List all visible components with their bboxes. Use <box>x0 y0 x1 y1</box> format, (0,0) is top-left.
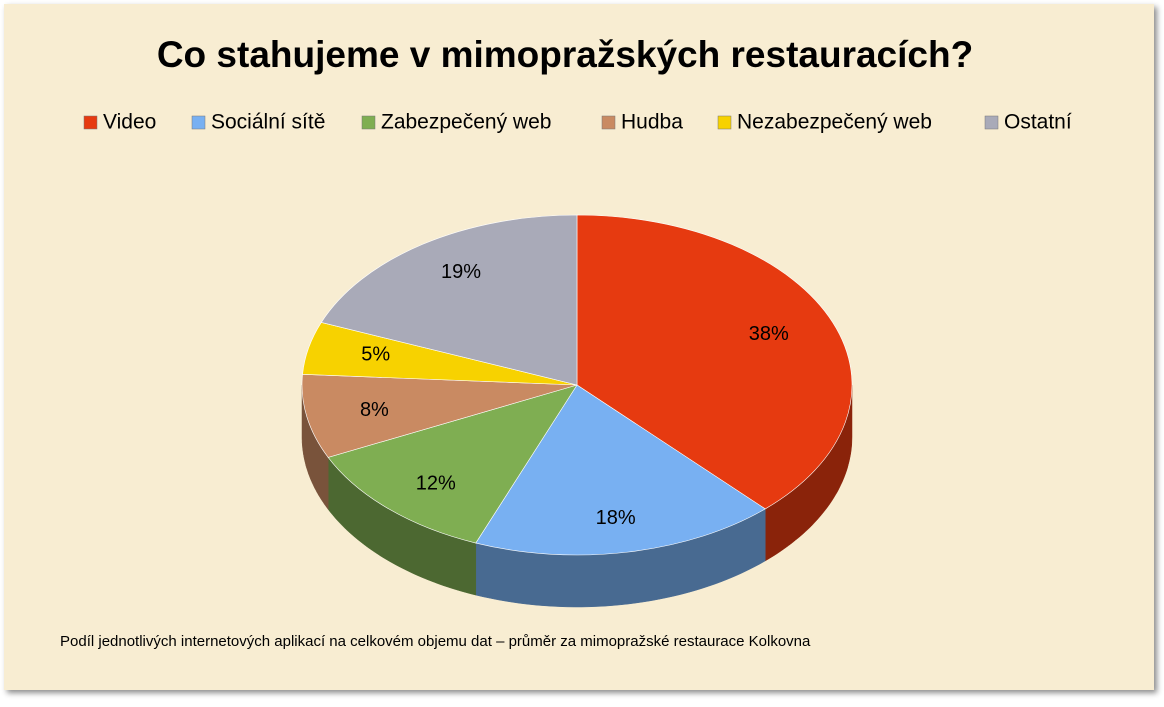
data-label: 38% <box>749 323 789 345</box>
legend-label: Ostatní <box>1004 111 1072 134</box>
legend-label: Sociální sítě <box>211 111 325 134</box>
legend-swatch <box>191 115 206 130</box>
slice <box>327 384 578 544</box>
slice <box>301 374 578 458</box>
legend-swatch <box>601 115 616 130</box>
legend-swatch <box>83 115 98 130</box>
legend-swatch <box>984 115 999 130</box>
slice <box>320 214 578 386</box>
slice <box>576 214 853 510</box>
legend: Video Sociální sítě Zabezpečený web Hudba Ne… <box>83 111 1072 134</box>
legend-label: Hudba <box>621 111 683 134</box>
legend-swatch <box>361 115 376 130</box>
data-label: 18% <box>596 507 636 529</box>
legend-label: Nezabezpečený web <box>737 111 932 134</box>
slice <box>475 384 766 556</box>
legend-label: Video <box>103 111 156 134</box>
chart-title: Co stahujeme v mimopražských restauracíc… <box>157 34 973 75</box>
data-label: 8% <box>360 399 389 421</box>
data-label: 12% <box>416 472 456 494</box>
legend-label: Zabezpečený web <box>381 111 551 134</box>
legend-swatch <box>717 115 732 130</box>
data-label: 5% <box>361 344 390 366</box>
data-label: 19% <box>441 261 481 283</box>
pie: 38% 18% 12% 8% 5% 19% <box>301 214 853 608</box>
caption: Podíl jednotlivých internetových aplikac… <box>60 633 811 650</box>
